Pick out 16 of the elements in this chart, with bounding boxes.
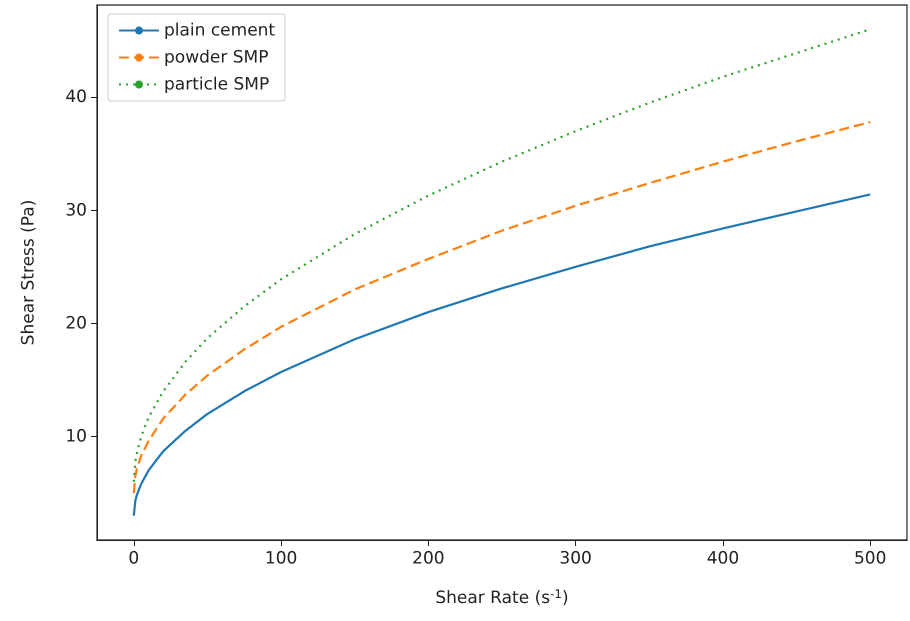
line-series bbox=[132, 120, 872, 494]
y-axis-title: Shear Stress (Pa) bbox=[18, 200, 38, 346]
x-tick-label: 0 bbox=[128, 548, 140, 568]
legend-label: plain cement bbox=[164, 20, 276, 40]
x-tick-label: 200 bbox=[412, 548, 445, 568]
legend-label: particle SMP bbox=[164, 74, 270, 94]
line-series bbox=[132, 193, 872, 517]
legend-label: powder SMP bbox=[164, 48, 268, 68]
x-tick-label: 400 bbox=[706, 548, 740, 568]
y-tick-label: 40 bbox=[65, 87, 87, 108]
x-tick-label: 500 bbox=[854, 548, 886, 568]
y-tick-label: 10 bbox=[65, 426, 87, 447]
x-tick-label: 300 bbox=[559, 548, 592, 568]
y-tick-label: 30 bbox=[65, 200, 87, 220]
y-tick-label: 20 bbox=[65, 313, 87, 334]
x-tick-label: 100 bbox=[264, 548, 298, 568]
